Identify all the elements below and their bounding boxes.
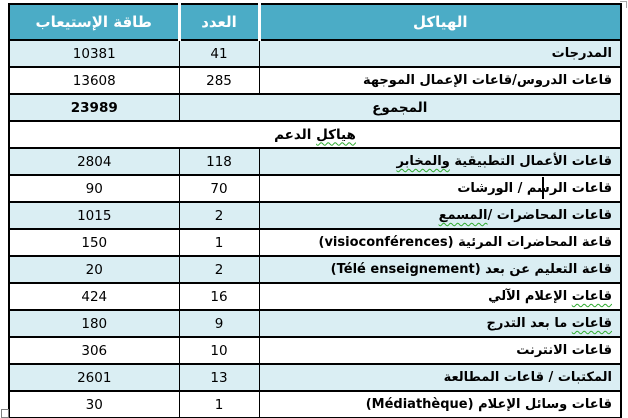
capacity-cell[interactable]: 424 bbox=[8, 282, 180, 311]
count-cell[interactable]: 16 bbox=[178, 282, 260, 311]
count-cell[interactable]: 118 bbox=[178, 147, 260, 176]
text-caret bbox=[542, 177, 544, 199]
capacity-cell[interactable]: 306 bbox=[8, 336, 180, 365]
count-cell[interactable]: 2 bbox=[178, 201, 260, 230]
structure-cell[interactable]: قاعات المحاضرات /المسمع bbox=[258, 201, 622, 230]
capacity-cell[interactable]: 2601 bbox=[8, 363, 180, 392]
total-label-cell[interactable]: المجموع bbox=[178, 93, 622, 122]
table-row: قاعة المحاضرات المرئية (visioconférences… bbox=[8, 228, 622, 257]
structure-label: قاعات الدروس/قاعات الإعمال الموجهة bbox=[362, 73, 612, 88]
anchor-marker bbox=[1, 409, 9, 418]
header-structures[interactable]: الهياكل bbox=[257, 3, 622, 41]
table-row: قاعات الإعلام الآلي 16 424 bbox=[8, 282, 622, 311]
structure-label: قاعات وسائل الإعلام (Médiathèque) bbox=[365, 397, 612, 412]
capacity-cell[interactable]: 150 bbox=[8, 228, 180, 257]
misspelled-word: قاعات bbox=[571, 316, 612, 331]
table-row: قاعات الأعمال التطبيقية والمخابر 118 280… bbox=[8, 147, 622, 176]
count-cell[interactable]: 2 bbox=[178, 255, 260, 284]
table-row: قاعات الانترنت 10 306 bbox=[8, 336, 622, 365]
structure-cell[interactable]: قاعة التعليم عن بعد (Télé enseignement) bbox=[258, 255, 622, 284]
structure-cell[interactable]: قاعة المحاضرات المرئية (visioconférences… bbox=[258, 228, 622, 257]
structure-label: قاعة المحاضرات المرئية (visioconférences… bbox=[318, 235, 613, 250]
structure-cell[interactable]: قاعات الأعمال التطبيقية والمخابر bbox=[258, 147, 622, 176]
capacity-cell[interactable]: 30 bbox=[8, 390, 180, 418]
count-cell[interactable]: 41 bbox=[178, 39, 260, 68]
structure-label: قاعات الرسم / الورشات bbox=[457, 181, 612, 196]
table-row: قاعات الرسم / الورشات 70 90 bbox=[8, 174, 622, 203]
structure-label: المدرجات bbox=[551, 46, 612, 61]
misspelled-word: هياكل bbox=[316, 126, 356, 143]
capacity-cell[interactable]: 90 bbox=[8, 174, 180, 203]
section-title-cell[interactable]: هياكل الدعم bbox=[8, 120, 622, 149]
structure-cell[interactable]: قاعات الإعلام الآلي bbox=[258, 282, 622, 311]
table-row: المكتبات / قاعات المطالعة 13 2601 bbox=[8, 363, 622, 392]
table-row: قاعات ما بعد التدرج 9 180 bbox=[8, 309, 622, 338]
section-row: هياكل الدعم bbox=[8, 120, 622, 149]
structure-cell[interactable]: قاعات الرسم / الورشات bbox=[258, 174, 622, 203]
structure-cell[interactable]: المكتبات / قاعات المطالعة bbox=[258, 363, 622, 392]
total-capacity-cell[interactable]: 23989 bbox=[8, 93, 180, 122]
header-capacity[interactable]: طاقة الإستيعاب bbox=[8, 3, 180, 41]
table-row: قاعات وسائل الإعلام (Médiathèque) 1 30 bbox=[8, 390, 622, 418]
count-cell[interactable]: 1 bbox=[178, 228, 260, 257]
table-row: المدرجات 41 10381 bbox=[8, 39, 622, 68]
structure-label: قاعات الانترنت bbox=[516, 343, 612, 358]
table-row: قاعات الدروس/قاعات الإعمال الموجهة 285 1… bbox=[8, 66, 622, 95]
count-cell[interactable]: 285 bbox=[178, 66, 260, 95]
structure-cell[interactable]: قاعات ما بعد التدرج bbox=[258, 309, 622, 338]
capacity-cell[interactable]: 180 bbox=[8, 309, 180, 338]
header-count[interactable]: العدد bbox=[177, 3, 261, 41]
count-cell[interactable]: 1 bbox=[178, 390, 260, 418]
table-row: قاعة التعليم عن بعد (Télé enseignement) … bbox=[8, 255, 622, 284]
section-title: الدعم bbox=[274, 126, 317, 143]
table-resize-handle[interactable] bbox=[620, 1, 627, 8]
header-row: الهياكل العدد طاقة الإستيعاب bbox=[8, 3, 622, 41]
table-row: قاعات المحاضرات /المسمع 2 1015 bbox=[8, 201, 622, 230]
structure-cell[interactable]: قاعات الدروس/قاعات الإعمال الموجهة bbox=[258, 66, 622, 95]
count-cell[interactable]: 13 bbox=[178, 363, 260, 392]
capacity-cell[interactable]: 13608 bbox=[8, 66, 180, 95]
structure-cell[interactable]: المدرجات bbox=[258, 39, 622, 68]
capacity-cell[interactable]: 10381 bbox=[8, 39, 180, 68]
misspelled-word: المسمع bbox=[438, 208, 488, 223]
count-cell[interactable]: 10 bbox=[178, 336, 260, 365]
count-cell[interactable]: 9 bbox=[178, 309, 260, 338]
structure-label: قاعة التعليم عن بعد (Télé enseignement) bbox=[330, 262, 612, 277]
structures-table: الهياكل العدد طاقة الإستيعاب المدرجات 41… bbox=[8, 3, 622, 418]
structure-label: قاعات المحاضرات / bbox=[487, 208, 613, 223]
structure-label: المكتبات / قاعات المطالعة bbox=[443, 370, 612, 385]
structure-cell[interactable]: قاعات الانترنت bbox=[258, 336, 622, 365]
misspelled-word: والمخابر bbox=[396, 154, 450, 169]
capacity-cell[interactable]: 2804 bbox=[8, 147, 180, 176]
misspelled-word: قاعات bbox=[571, 289, 612, 304]
total-row: المجموع 23989 bbox=[8, 93, 622, 122]
count-cell[interactable]: 70 bbox=[178, 174, 260, 203]
structure-cell[interactable]: قاعات وسائل الإعلام (Médiathèque) bbox=[258, 390, 622, 418]
capacity-cell[interactable]: 20 bbox=[8, 255, 180, 284]
structure-label: الإعلام الآلي bbox=[488, 289, 572, 304]
structure-label: قاعات الأعمال التطبيقية bbox=[449, 154, 612, 169]
structure-label: ما بعد التدرج bbox=[486, 316, 572, 331]
capacity-cell[interactable]: 1015 bbox=[8, 201, 180, 230]
